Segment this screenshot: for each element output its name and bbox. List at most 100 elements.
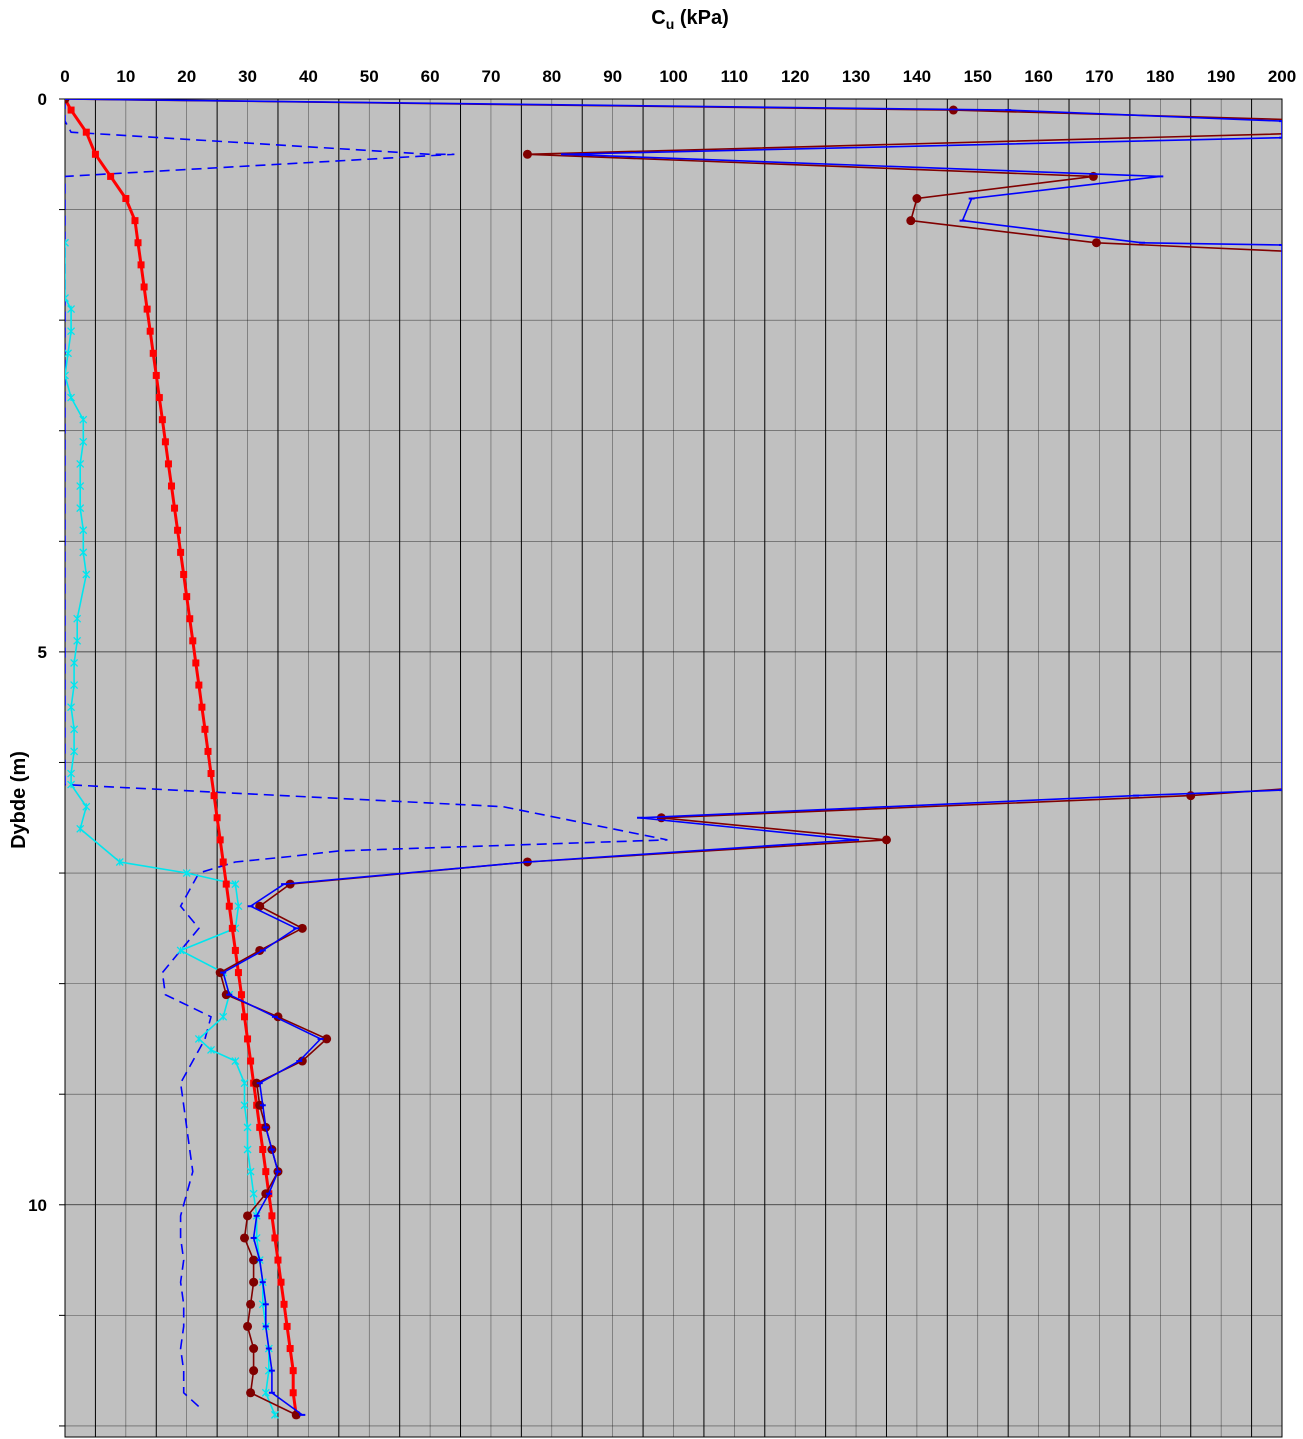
series-dark-red-dots: [65, 99, 1282, 1420]
x-tick-label: 100: [659, 67, 687, 86]
data-point: [522, 149, 532, 159]
data-point: [240, 1079, 249, 1088]
data-point: [243, 1123, 252, 1132]
series-layer: [65, 99, 1282, 1420]
x-tick-label: 0: [60, 67, 69, 86]
data-point: [195, 681, 203, 689]
minor-grid: [94, 99, 1253, 1437]
data-point: [268, 1212, 276, 1220]
data-point: [67, 780, 76, 789]
data-point: [289, 1367, 297, 1375]
data-point: [115, 858, 124, 866]
data-point: [252, 1078, 262, 1088]
data-point: [213, 814, 221, 822]
data-point: [186, 615, 194, 623]
data-point: [1091, 238, 1101, 248]
data-point: [231, 880, 240, 889]
data-point: [76, 824, 85, 833]
x-tick-label: 20: [177, 67, 196, 86]
series-dashed-blue: [65, 99, 668, 1410]
data-point: [216, 836, 224, 844]
data-point: [67, 703, 76, 712]
data-point: [204, 747, 212, 755]
data-point: [171, 504, 179, 512]
x-axis-title-unit: (kPa): [674, 7, 728, 29]
data-point: [155, 394, 163, 402]
data-point: [255, 901, 265, 911]
data-point: [67, 106, 75, 114]
data-point: [219, 1012, 228, 1021]
data-point: [70, 658, 79, 667]
data-point: [134, 239, 142, 247]
data-point: [76, 459, 85, 468]
data-point: [149, 349, 157, 357]
y-tick-label: 5: [38, 643, 47, 662]
x-tick-label: 110: [721, 67, 748, 86]
data-point: [912, 194, 922, 204]
data-point: [131, 217, 139, 225]
data-point: [174, 526, 182, 534]
data-point: [76, 504, 85, 513]
data-point: [240, 1101, 249, 1110]
data-point: [210, 792, 218, 800]
series-blue-line: [65, 99, 1282, 1416]
data-point: [259, 1145, 267, 1153]
data-point: [240, 1233, 250, 1243]
data-point: [67, 769, 76, 778]
data-point: [82, 802, 91, 811]
data-point: [91, 150, 99, 158]
data-point: [194, 1034, 203, 1043]
data-point: [70, 725, 79, 734]
data-point: [67, 305, 76, 314]
x-tick-label: 200: [1268, 67, 1296, 86]
data-point: [244, 1035, 252, 1043]
data-point: [65, 349, 73, 358]
data-point: [271, 1234, 279, 1242]
x-tick-label: 30: [238, 67, 257, 86]
x-axis-title-main: C: [651, 7, 665, 29]
data-point: [143, 305, 151, 313]
data-point: [161, 438, 169, 446]
x-tick-label: 90: [603, 67, 622, 86]
x-tick-label: 50: [360, 67, 379, 86]
data-point: [249, 1366, 259, 1376]
data-point: [182, 869, 191, 878]
y-tick-label: 0: [38, 90, 47, 109]
data-point: [65, 294, 69, 303]
data-point: [73, 636, 82, 645]
series-line-blue-line: [65, 99, 1282, 1416]
data-point: [65, 371, 69, 380]
data-point: [322, 1034, 332, 1044]
data-point: [76, 482, 85, 490]
data-point: [107, 172, 115, 180]
data-point: [180, 570, 188, 578]
data-point: [79, 526, 88, 535]
x-tick-label: 10: [116, 67, 135, 86]
x-tick-label: 190: [1207, 67, 1235, 86]
y-tick-label: 10: [28, 1196, 47, 1215]
data-point: [881, 835, 891, 845]
data-point: [67, 393, 76, 402]
y-tick-labels: 0 5 10: [28, 90, 47, 1215]
data-point: [241, 1013, 249, 1021]
data-point: [228, 924, 236, 932]
data-point: [65, 99, 70, 104]
data-point: [246, 1388, 256, 1398]
data-point: [122, 195, 130, 203]
data-point: [137, 261, 145, 269]
x-tick-label: 120: [781, 67, 809, 86]
data-point: [183, 593, 191, 601]
data-point: [231, 1057, 240, 1065]
data-point: [164, 460, 172, 468]
data-point: [246, 1299, 256, 1309]
data-point: [73, 614, 82, 623]
x-axis-title-sub: u: [666, 16, 675, 32]
data-point: [152, 371, 160, 379]
data-point: [82, 570, 91, 579]
data-point: [70, 681, 79, 690]
data-point: [234, 902, 243, 911]
x-tick-label: 150: [964, 67, 992, 86]
x-tick-labels: 0 10 20 30 40 50 60 70 80 90 100 110 120 130 140 150 160…: [60, 67, 1296, 86]
x-tick-label: 170: [1085, 67, 1113, 86]
